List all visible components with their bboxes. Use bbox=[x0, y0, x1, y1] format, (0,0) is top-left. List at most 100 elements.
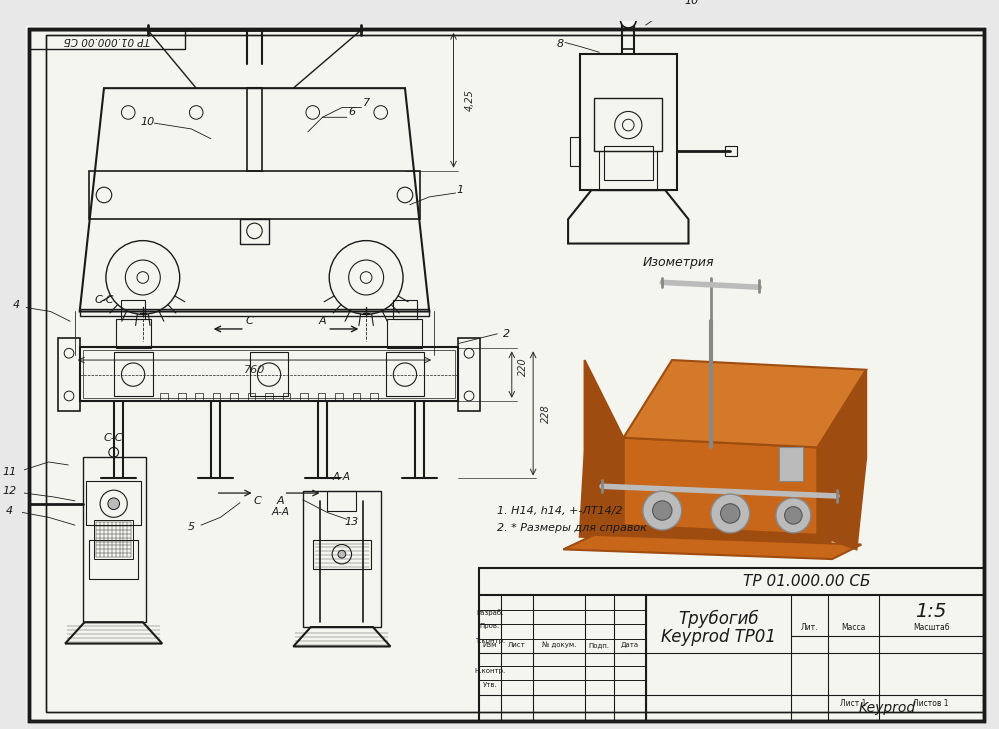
Bar bbox=[230, 393, 238, 401]
Bar bbox=[89, 539, 138, 579]
Bar bbox=[570, 137, 579, 165]
Text: С: С bbox=[254, 496, 262, 506]
Bar bbox=[779, 448, 803, 481]
Text: Лит.: Лит. bbox=[801, 623, 818, 631]
Bar bbox=[300, 393, 308, 401]
Text: 2: 2 bbox=[503, 329, 510, 339]
Bar bbox=[29, 30, 185, 50]
Polygon shape bbox=[623, 437, 817, 535]
Bar bbox=[114, 352, 153, 396]
Text: Листов 1: Листов 1 bbox=[913, 699, 949, 709]
Bar bbox=[213, 393, 221, 401]
Text: 12: 12 bbox=[3, 486, 17, 496]
Bar bbox=[386, 352, 425, 396]
Polygon shape bbox=[817, 370, 866, 535]
Text: 4: 4 bbox=[13, 300, 20, 310]
Text: 4,25: 4,25 bbox=[465, 90, 475, 112]
Bar bbox=[160, 393, 168, 401]
Text: 8: 8 bbox=[556, 39, 563, 50]
Text: 1:5: 1:5 bbox=[915, 602, 947, 621]
Bar bbox=[80, 348, 459, 401]
Text: 5: 5 bbox=[188, 522, 195, 532]
Text: Изм: Изм bbox=[483, 642, 498, 647]
Polygon shape bbox=[623, 360, 866, 448]
Text: ТР 01.000.00 СБ: ТР 01.000.00 СБ bbox=[64, 34, 150, 44]
Text: Дата: Дата bbox=[620, 642, 638, 647]
Text: 13: 13 bbox=[345, 517, 359, 527]
Text: Т.контр.: Т.контр. bbox=[475, 638, 505, 644]
Bar bbox=[83, 351, 456, 398]
Bar bbox=[94, 521, 133, 559]
Text: Keyprod: Keyprod bbox=[859, 701, 916, 714]
Bar bbox=[122, 300, 145, 319]
Bar bbox=[604, 147, 652, 180]
Text: С-С: С-С bbox=[104, 433, 124, 443]
Text: Лист 1: Лист 1 bbox=[840, 699, 867, 709]
Text: А-А: А-А bbox=[272, 507, 290, 518]
Bar bbox=[594, 98, 662, 152]
Circle shape bbox=[108, 498, 120, 510]
Polygon shape bbox=[584, 360, 623, 525]
Bar bbox=[353, 393, 361, 401]
Bar bbox=[313, 539, 371, 569]
Text: Утв.: Утв. bbox=[483, 682, 498, 688]
Text: 4: 4 bbox=[6, 505, 13, 515]
Bar bbox=[370, 393, 378, 401]
Text: Н.контр.: Н.контр. bbox=[475, 668, 505, 674]
Bar bbox=[318, 393, 326, 401]
Circle shape bbox=[338, 550, 346, 558]
Bar bbox=[388, 319, 423, 348]
Text: 2. * Размеры для справок: 2. * Размеры для справок bbox=[498, 523, 647, 533]
Bar bbox=[248, 393, 256, 401]
Text: 1. Н14, h14, +-ЛТ14/2: 1. Н14, h14, +-ЛТ14/2 bbox=[498, 505, 622, 515]
Bar bbox=[479, 568, 984, 721]
Bar bbox=[328, 491, 357, 510]
Bar bbox=[80, 308, 430, 316]
Polygon shape bbox=[579, 452, 866, 550]
Bar bbox=[335, 393, 343, 401]
Bar bbox=[58, 338, 80, 410]
Text: Масса: Масса bbox=[841, 623, 866, 631]
Text: С-С: С-С bbox=[94, 295, 114, 305]
Text: 10: 10 bbox=[141, 117, 155, 127]
Polygon shape bbox=[817, 457, 866, 550]
Bar bbox=[178, 393, 186, 401]
Polygon shape bbox=[563, 535, 861, 559]
Bar bbox=[459, 338, 480, 410]
Bar bbox=[250, 352, 289, 396]
Text: 10: 10 bbox=[684, 0, 698, 6]
Text: 220: 220 bbox=[518, 357, 528, 376]
Circle shape bbox=[776, 498, 811, 533]
Bar bbox=[579, 54, 677, 190]
Text: А-А: А-А bbox=[333, 472, 351, 482]
Bar bbox=[303, 491, 381, 627]
Bar bbox=[83, 457, 146, 622]
Circle shape bbox=[642, 491, 681, 530]
Circle shape bbox=[720, 504, 740, 523]
Text: Пров.: Пров. bbox=[480, 623, 500, 629]
Bar bbox=[240, 219, 269, 243]
Text: № докум.: № докум. bbox=[541, 642, 576, 648]
Text: 6: 6 bbox=[348, 107, 355, 117]
Bar bbox=[116, 319, 151, 348]
Text: Масштаб: Масштаб bbox=[913, 623, 949, 631]
Bar bbox=[394, 300, 417, 319]
Text: ТР 01.000.00 СБ: ТР 01.000.00 СБ bbox=[743, 574, 871, 589]
Bar bbox=[265, 393, 273, 401]
Bar bbox=[599, 152, 657, 190]
Text: Лист: Лист bbox=[508, 642, 526, 647]
Text: А: А bbox=[319, 316, 327, 326]
Text: 228: 228 bbox=[540, 404, 550, 423]
Text: 760: 760 bbox=[244, 364, 265, 375]
Text: Трубогиб: Трубогиб bbox=[678, 610, 759, 628]
Circle shape bbox=[620, 12, 636, 28]
Circle shape bbox=[652, 501, 672, 521]
Bar bbox=[89, 171, 420, 219]
Text: Keyprod ТР01: Keyprod ТР01 bbox=[661, 628, 776, 646]
Text: 11: 11 bbox=[3, 467, 17, 477]
Bar bbox=[283, 393, 291, 401]
Circle shape bbox=[711, 494, 749, 533]
Bar bbox=[87, 481, 141, 525]
Bar bbox=[725, 147, 737, 156]
Text: 7: 7 bbox=[363, 98, 370, 108]
